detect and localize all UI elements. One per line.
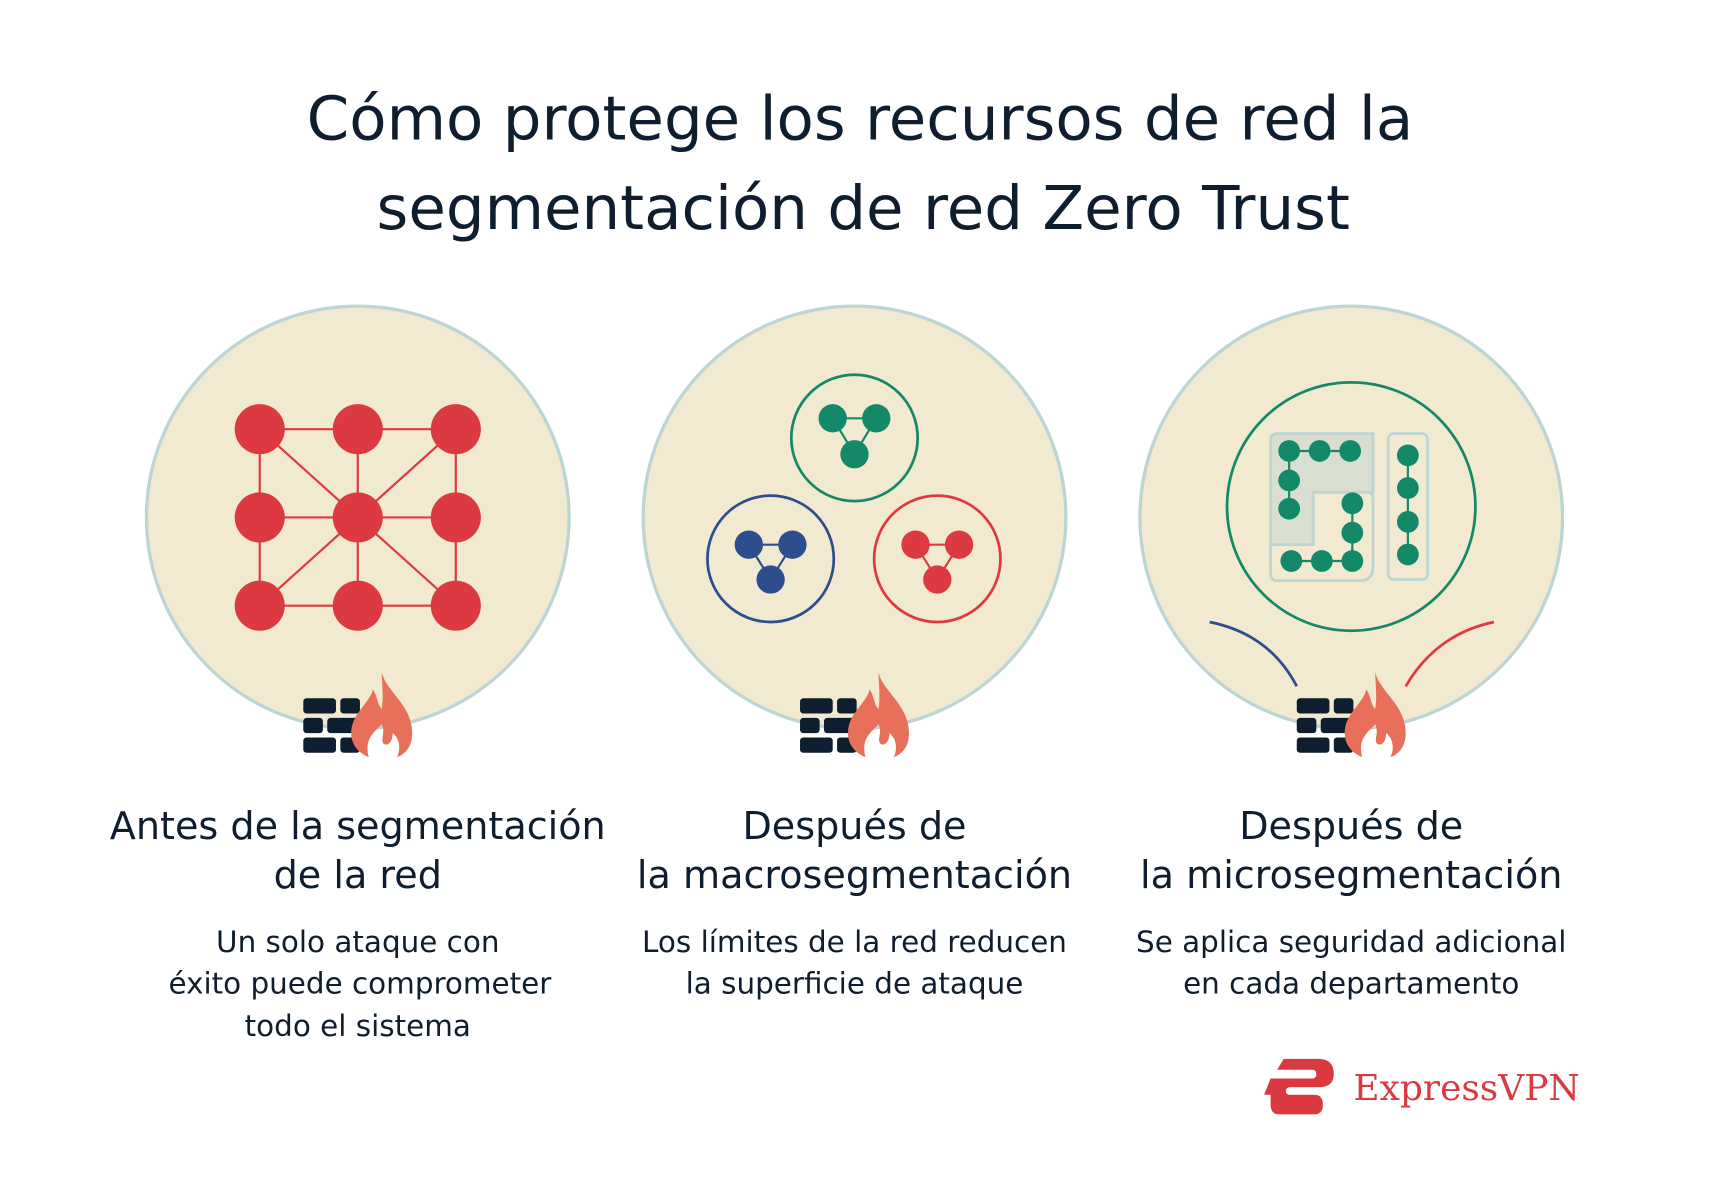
panel-heading: Antes de la segmentación: [110, 804, 606, 848]
panel-description: Un solo ataque con: [216, 925, 499, 959]
panel-heading: la microsegmentación: [1140, 853, 1562, 897]
panel-macrosegmentation: Después de la macrosegmentación Los lími…: [637, 304, 1072, 1000]
firewall-icon: [800, 698, 857, 753]
panel-heading: Después de: [742, 804, 966, 848]
expressvpn-mark-icon: [1264, 1058, 1334, 1115]
blocked-path-blue: [1209, 620, 1298, 687]
network-boundary: [1225, 380, 1477, 633]
panel-heading: la macrosegmentación: [637, 853, 1072, 897]
segment-blue: [706, 494, 836, 624]
title-line-1: Cómo protege los recursos de red la: [307, 83, 1414, 154]
panel-description: Los límites de la red reducen: [642, 925, 1067, 959]
firewall-icon: [303, 698, 360, 753]
panel-description: en cada departamento: [1183, 966, 1519, 1000]
panel-heading: Después de: [1239, 804, 1463, 848]
panel-before-segmentation: Antes de la segmentación de la red Un so…: [110, 304, 606, 1043]
panel-circle: [641, 304, 1068, 731]
panel-description: la superficie de ataque: [686, 966, 1024, 1000]
blocked-path-red: [1404, 620, 1495, 687]
brand-name: ExpressVPN: [1353, 1068, 1579, 1109]
title-line-2: segmentación de red Zero Trust: [377, 173, 1350, 244]
panel-microsegmentation: Después de la microsegmentación Se aplic…: [1136, 304, 1566, 1000]
panel-description: éxito puede comprometer: [169, 966, 553, 1000]
network-nodes: [234, 404, 481, 631]
panel-description: todo el sistema: [245, 1009, 471, 1043]
segment-red: [872, 494, 1002, 624]
segment-green: [789, 373, 920, 503]
expressvpn-logo: ExpressVPN: [1264, 1058, 1580, 1115]
panel-heading: de la red: [274, 853, 442, 897]
panel-description: Se aplica seguridad adicional: [1136, 925, 1566, 959]
firewall-icon: [1296, 698, 1354, 753]
micro-segments: [1269, 432, 1429, 582]
